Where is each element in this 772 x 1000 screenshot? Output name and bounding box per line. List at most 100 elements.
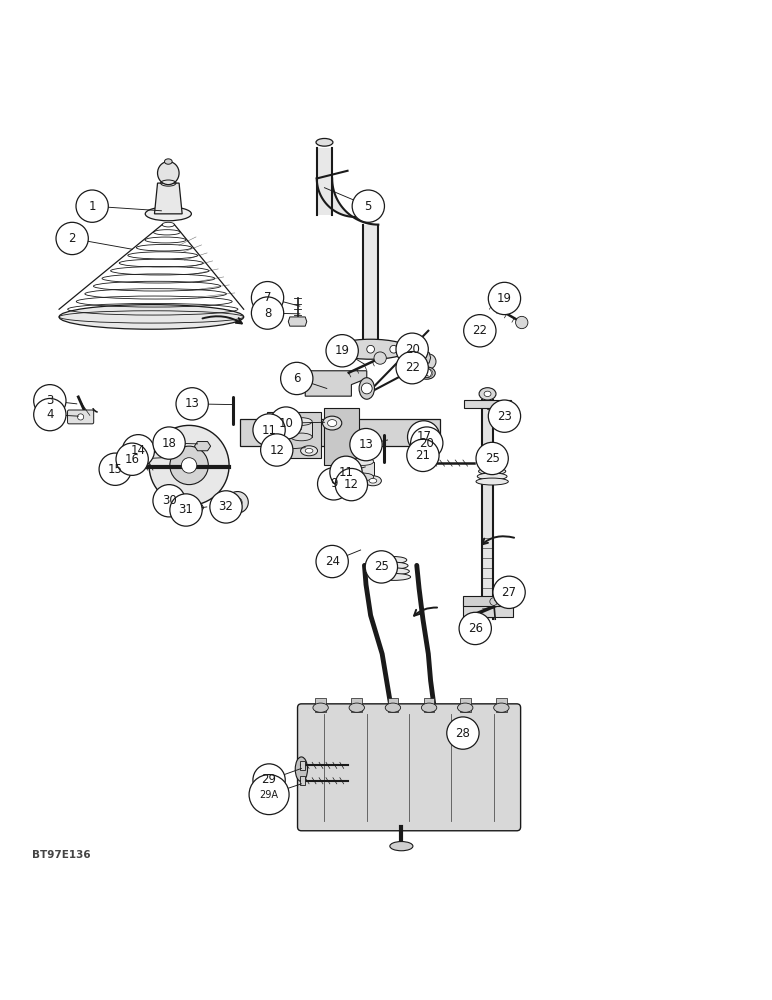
Text: 29: 29 [262,773,276,786]
Circle shape [153,485,185,517]
Circle shape [316,545,348,578]
Polygon shape [317,148,332,215]
Circle shape [489,400,520,432]
Circle shape [280,362,313,395]
Text: 19: 19 [334,344,350,357]
Text: 22: 22 [405,361,420,374]
Text: BT97E136: BT97E136 [32,850,91,860]
Circle shape [408,421,440,453]
Ellipse shape [316,138,333,146]
Circle shape [407,439,439,472]
Circle shape [253,414,285,446]
Ellipse shape [359,378,374,399]
Ellipse shape [476,478,508,485]
Ellipse shape [390,842,413,851]
Ellipse shape [290,433,312,441]
Circle shape [516,316,528,329]
Circle shape [361,383,372,394]
Polygon shape [463,596,513,606]
Ellipse shape [157,162,179,185]
Ellipse shape [353,474,361,480]
Ellipse shape [352,458,374,465]
Circle shape [476,442,508,475]
Circle shape [252,282,283,314]
Circle shape [352,190,384,222]
Circle shape [149,425,229,505]
Text: 24: 24 [325,555,340,568]
Text: 1: 1 [89,200,96,213]
Circle shape [464,315,496,347]
Circle shape [99,453,131,485]
Text: 6: 6 [293,372,300,385]
Ellipse shape [476,330,493,342]
Text: 3: 3 [46,394,53,407]
Polygon shape [463,600,513,617]
Ellipse shape [349,703,364,712]
Circle shape [390,345,398,353]
Text: 9: 9 [330,477,337,490]
Ellipse shape [145,207,191,221]
Ellipse shape [59,305,244,329]
Circle shape [365,551,398,583]
Circle shape [330,456,362,488]
Circle shape [56,222,88,255]
Circle shape [77,414,83,420]
Polygon shape [465,400,510,408]
Ellipse shape [305,448,313,453]
Circle shape [34,398,66,431]
Ellipse shape [300,446,317,456]
Polygon shape [363,225,378,348]
Circle shape [249,775,289,815]
Ellipse shape [479,468,506,475]
Polygon shape [240,419,440,446]
Circle shape [122,435,154,467]
Text: 12: 12 [344,478,359,491]
Polygon shape [154,183,182,214]
Circle shape [176,388,208,420]
Circle shape [396,352,428,384]
Text: 23: 23 [497,410,512,423]
Polygon shape [300,761,305,770]
Circle shape [344,345,351,353]
Text: 27: 27 [502,586,516,599]
Ellipse shape [332,339,409,359]
FancyBboxPatch shape [67,410,93,424]
Circle shape [367,345,374,353]
Ellipse shape [422,703,437,712]
Text: 12: 12 [269,444,284,457]
Polygon shape [496,698,506,712]
Ellipse shape [379,562,408,569]
Polygon shape [315,698,326,712]
Polygon shape [305,371,367,396]
Polygon shape [417,446,437,457]
Ellipse shape [313,703,328,712]
Polygon shape [267,412,320,458]
Ellipse shape [377,573,411,580]
Polygon shape [411,352,431,363]
Ellipse shape [327,420,337,427]
Text: 15: 15 [108,463,123,476]
Polygon shape [351,698,362,712]
Text: 22: 22 [472,324,487,337]
Ellipse shape [477,473,507,480]
Polygon shape [324,408,359,465]
Circle shape [210,491,242,523]
Circle shape [164,492,178,505]
Circle shape [447,717,479,749]
Circle shape [270,407,302,439]
Text: 17: 17 [416,430,432,443]
Text: 10: 10 [279,417,293,430]
Ellipse shape [378,568,409,575]
Ellipse shape [352,473,374,481]
Ellipse shape [418,367,435,379]
Circle shape [489,282,520,315]
Circle shape [252,297,283,329]
FancyBboxPatch shape [297,704,520,831]
Ellipse shape [348,471,365,483]
Circle shape [501,592,516,608]
Circle shape [411,427,443,459]
Ellipse shape [290,418,312,425]
Text: 11: 11 [262,424,276,437]
Circle shape [374,352,386,364]
Text: 16: 16 [124,453,140,466]
